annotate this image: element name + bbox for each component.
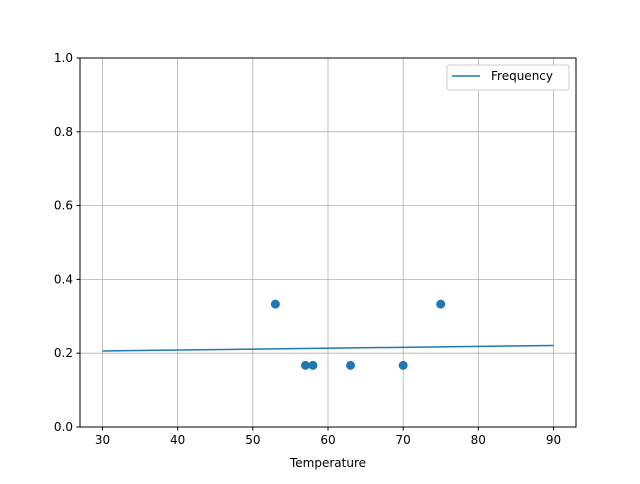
y-tick-label: 0.0 (54, 420, 73, 434)
legend-label: Frequency (491, 69, 553, 83)
line-series (102, 344, 554, 352)
x-tick-label: 70 (396, 433, 411, 447)
x-tick-label: 60 (320, 433, 335, 447)
scatter-point (300, 360, 310, 370)
x-tick-label: 50 (245, 433, 260, 447)
y-tick-label: 0.2 (54, 346, 73, 360)
scatter-point (436, 299, 446, 309)
x-tick-label: 30 (95, 433, 110, 447)
y-tick-label: 0.4 (54, 272, 73, 286)
scatter-point (270, 299, 280, 309)
x-axis-label: Temperature (289, 456, 366, 470)
x-axis: 30 40 50 60 70 80 90 (95, 427, 561, 447)
frequency-line (102, 344, 554, 352)
grid (80, 57, 576, 428)
y-tick-label: 0.6 (54, 199, 73, 213)
y-tick-label: 0.8 (54, 125, 73, 139)
scatter-point (346, 360, 356, 370)
legend: Frequency (446, 64, 570, 91)
y-tick-label: 1.0 (54, 51, 73, 65)
x-tick-label: 90 (546, 433, 561, 447)
y-axis: 0.0 0.2 0.4 0.6 0.8 1.0 (54, 51, 80, 434)
scatter-series (270, 299, 446, 370)
x-tick-label: 80 (471, 433, 486, 447)
scatter-point (398, 360, 408, 370)
legend-box (446, 64, 570, 91)
scatter-point (308, 360, 318, 370)
x-tick-label: 40 (170, 433, 185, 447)
